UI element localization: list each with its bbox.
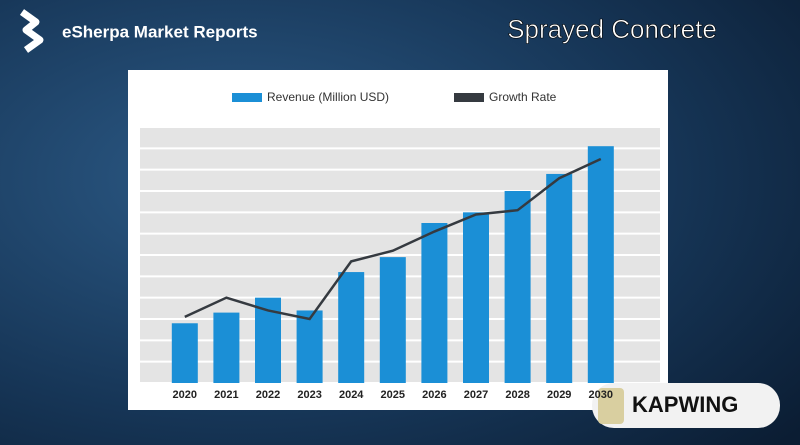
legend-swatch (454, 93, 484, 102)
growth-line (184, 157, 602, 321)
bar (296, 310, 323, 383)
watermark-text: KAPWING (632, 392, 738, 417)
x-tick-label: 2022 (256, 389, 280, 401)
x-tick-label: 2023 (297, 389, 321, 401)
x-tick-label: 2026 (422, 389, 446, 401)
bar (338, 272, 365, 383)
bar (546, 173, 573, 383)
legend: Revenue (Million USD) Growth Rate (232, 90, 557, 104)
x-tick-label: 2029 (547, 389, 571, 401)
bar (171, 323, 198, 383)
x-tick-label: 2028 (505, 389, 529, 401)
chart-title: Sprayed Concrete (507, 14, 717, 44)
x-tick-label: 2027 (464, 389, 488, 401)
x-tick-label: 2024 (339, 389, 364, 401)
bar (587, 146, 614, 383)
bar (213, 312, 240, 383)
bar (421, 223, 448, 383)
x-tick-label: 2025 (381, 389, 405, 401)
bar (379, 257, 406, 383)
legend-label: Revenue (Million USD) (267, 90, 389, 104)
legend-swatch (232, 93, 262, 102)
logo (19, 9, 44, 53)
x-tick-label: 2020 (173, 389, 197, 401)
bar (504, 191, 531, 383)
brand: eSherpa Market Reports (62, 22, 258, 41)
x-tick-label: 2021 (214, 389, 238, 401)
legend-label: Growth Rate (489, 90, 557, 104)
marks (171, 146, 614, 383)
watermark: KAPWING (592, 383, 780, 428)
bar (463, 212, 489, 383)
x-tick-label: 2030 (589, 389, 613, 401)
